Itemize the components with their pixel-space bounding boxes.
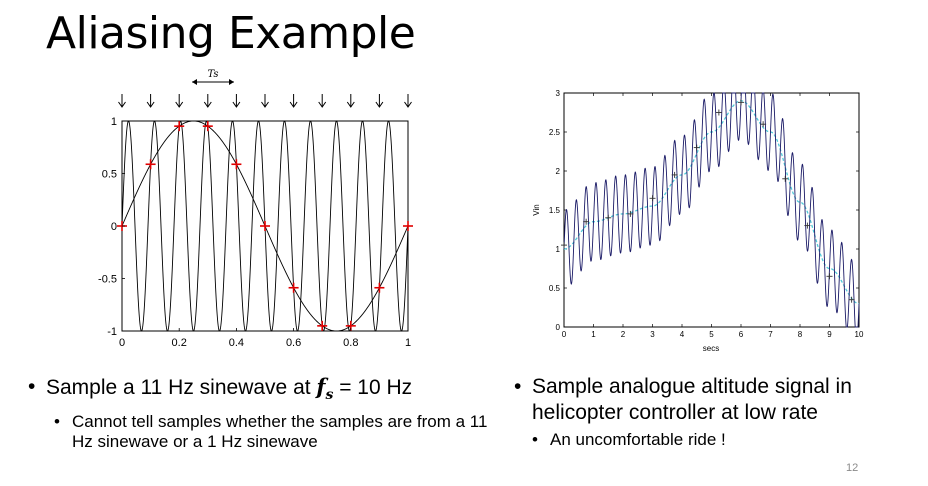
- sample-marker: [583, 218, 590, 225]
- sample-marker: [374, 282, 385, 293]
- sample-arrow-icon: [146, 94, 155, 108]
- y-tick-label: -0.5: [98, 274, 117, 286]
- sample-arrows: [118, 94, 412, 108]
- sample-marker: [317, 320, 328, 331]
- bullet-dot: •: [28, 375, 36, 398]
- y-tick-label: 2.5: [549, 128, 561, 137]
- fs-symbol-letter: f: [316, 374, 326, 399]
- x-axis-label: secs: [703, 344, 719, 353]
- y-tick-labels: 1 0.5 0 -0.5 -1: [98, 116, 125, 338]
- sample-marker: [848, 296, 855, 303]
- fs-symbol: fs: [316, 374, 333, 403]
- bullet-dot: •: [532, 430, 538, 449]
- right-bullets: • Sample analogue altitude signal in hel…: [514, 374, 924, 450]
- y-tick-label: 1.5: [549, 206, 561, 215]
- x-tick-label: 0: [119, 337, 125, 349]
- sample-marker: [715, 109, 722, 116]
- bullet-dot: •: [54, 412, 60, 432]
- y-tick-label: 2: [556, 167, 561, 176]
- sub-bullet-text: An uncomfortable ride !: [550, 430, 726, 449]
- sub-bullet-item: • Cannot tell samples whether the sample…: [54, 412, 498, 452]
- altitude-chart: 0 1 2 3 4 5 6 7 8 9 10 3 2.5 2 1.5 1 0.5 0 secs Vin: [532, 89, 864, 353]
- sample-arrow-icon: [175, 94, 184, 108]
- x-tick-label: 7: [768, 330, 773, 339]
- sample-markers: [117, 121, 413, 331]
- ts-label: Ts: [207, 69, 218, 80]
- x-tick-label: 0.6: [286, 337, 301, 349]
- x-tick-label: 9: [827, 330, 832, 339]
- bullet-dot: •: [514, 375, 522, 398]
- bullet-text-post: = 10 Hz: [333, 376, 413, 399]
- x-tick-label: 5: [709, 330, 714, 339]
- y-tick-label: 0.5: [549, 284, 561, 293]
- sample-arrow-icon: [346, 94, 355, 108]
- sample-marker: [782, 175, 789, 182]
- sub-bullet-item: • An uncomfortable ride !: [532, 430, 924, 450]
- sample-marker: [738, 99, 744, 106]
- sample-marker: [561, 242, 567, 249]
- x-tick-label: 0: [562, 330, 567, 339]
- sample-marker: [649, 195, 656, 202]
- y-tick-label: 0.5: [102, 169, 117, 181]
- sample-marker: [174, 121, 185, 132]
- oscillating-signal-line: [563, 92, 860, 328]
- sample-marker: [202, 121, 213, 132]
- slide-title: Aliasing Example: [46, 8, 416, 59]
- sample-arrow-icon: [289, 94, 298, 108]
- sample-marker: [826, 273, 833, 280]
- x-tick-label: 6: [739, 330, 744, 339]
- y-tick-label: 3: [556, 89, 561, 98]
- sample-marker: [671, 171, 678, 178]
- fs-symbol-sub: s: [325, 387, 334, 404]
- sample-marker: [693, 144, 700, 151]
- sample-marker: [231, 159, 242, 170]
- x-tick-label: 2: [621, 330, 626, 339]
- sample-marker: [260, 221, 270, 231]
- x-tick-labels: 0 1 2 3 4 5 6 7 8 9 10: [562, 330, 864, 339]
- sub-bullet-text: Cannot tell samples whether the samples …: [72, 412, 488, 452]
- sample-markers: [561, 99, 855, 303]
- page-number: 12: [846, 462, 859, 474]
- y-tick-label: 0: [111, 221, 117, 233]
- sample-arrow-icon: [404, 94, 412, 108]
- sample-arrow-icon: [318, 94, 327, 108]
- x-tick-label: 3: [650, 330, 655, 339]
- ts-annotation: Ts: [192, 69, 234, 85]
- x-tick-label: 1: [591, 330, 596, 339]
- sample-marker: [760, 121, 767, 128]
- sample-marker: [804, 222, 811, 229]
- y-tick-labels: 3 2.5 2 1.5 1 0.5 0: [549, 89, 561, 332]
- bullet-text: Sample analogue altitude signal in helic…: [532, 375, 852, 424]
- aliasing-chart-11hz: Ts 0 0.2 0.4 0.6 0.8 1 1 0.5 0 -0.5 -1: [98, 69, 413, 349]
- sample-marker: [403, 221, 413, 231]
- y-axis-label: Vin: [532, 204, 541, 215]
- y-tick-label: 0: [556, 323, 561, 332]
- bullet-text-pre: Sample a 11 Hz sinewave at: [46, 376, 317, 399]
- left-bullets: • Sample a 11 Hz sinewave at fs = 10 Hz …: [28, 374, 498, 452]
- x-tick-label: 4: [680, 330, 685, 339]
- sample-arrow-icon: [118, 94, 126, 108]
- y-tick-label: 1: [556, 245, 561, 254]
- sample-marker: [288, 282, 299, 293]
- sample-marker: [145, 159, 156, 170]
- bullet-item: • Sample a 11 Hz sinewave at fs = 10 Hz: [28, 374, 498, 408]
- x-tick-labels: 0 0.2 0.4 0.6 0.8 1: [119, 328, 411, 349]
- sample-arrow-icon: [203, 94, 212, 108]
- x-tick-label: 0.4: [229, 337, 244, 349]
- x-tick-label: 8: [798, 330, 803, 339]
- x-tick-label: 10: [855, 330, 864, 339]
- x-tick-label: 1: [405, 337, 411, 349]
- sample-arrow-icon: [232, 94, 241, 108]
- x-tick-label: 0.8: [343, 337, 358, 349]
- x-tick-label: 0.2: [172, 337, 187, 349]
- y-tick-label: -1: [107, 326, 117, 338]
- y-tick-label: 1: [111, 116, 117, 128]
- sample-marker: [605, 214, 612, 221]
- sample-arrow-icon: [261, 94, 269, 108]
- sample-marker: [627, 210, 634, 217]
- sample-arrow-icon: [375, 94, 384, 108]
- bullet-item: • Sample analogue altitude signal in hel…: [514, 374, 924, 426]
